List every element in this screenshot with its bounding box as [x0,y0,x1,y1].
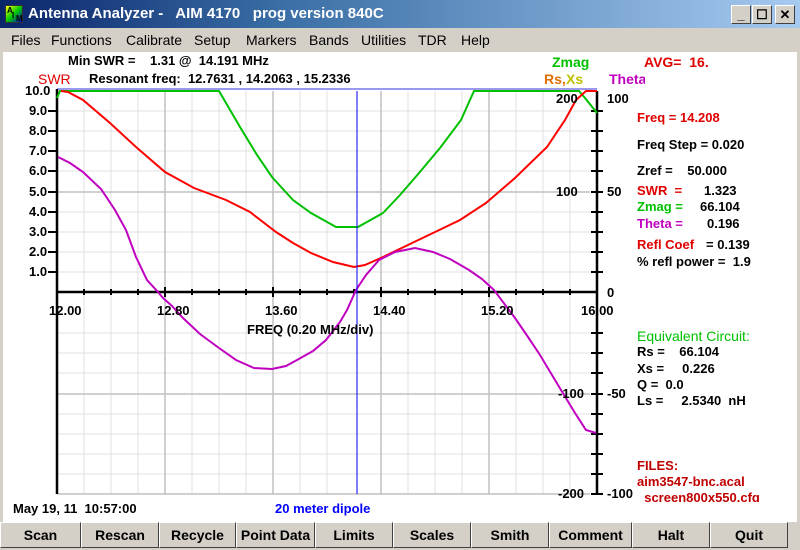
maximize-button[interactable]: ☐ [752,5,772,24]
window-title: Antenna Analyzer - AIM 4170 prog version… [28,5,384,22]
equivalent-circuit-title: Equivalent Circuit: [637,328,750,344]
scales-button[interactable]: Scales [393,522,471,548]
file-calibration: aim3547-bnc.acal [637,474,745,489]
swr-tick: 2.0 [29,244,48,259]
zmag-curve [56,90,598,228]
theta-curve [57,156,597,434]
menu-functions[interactable]: Functions [51,32,112,48]
menu-files[interactable]: Files [11,32,41,48]
swr-tick: 10.0 [25,83,51,98]
avg-label: AVG= 16. [644,54,709,70]
chart-major-grid [57,91,590,495]
swr-tick: 8.0 [29,123,48,138]
menu-bands[interactable]: Bands [309,32,349,48]
readout-swr-label: SWR = [637,183,683,198]
theta-tick: -50 [607,386,626,401]
readout-freq: Freq = 14.208 [637,110,720,125]
comment-button[interactable]: Comment [549,522,632,548]
smith-button[interactable]: Smith [471,522,549,548]
menu-help[interactable]: Help [461,32,490,48]
readout-zmag-label: Zmag = [637,199,683,214]
file-config: screen800x550.cfg [637,490,760,502]
chart-svg [48,88,603,495]
readout-swr-value: 1.323 [704,183,737,198]
readout-q: Q = 0.0 [637,377,684,392]
scan-datetime: May 19, 11 10:57:00 [13,501,137,516]
swr-axis-title: SWR [38,71,71,87]
menu-setup[interactable]: Setup [194,32,231,48]
swr-tick: 5.0 [29,184,48,199]
theta-tick: -100 [607,486,634,501]
logo-letter-m: M [16,14,23,23]
swr-tick: 4.0 [29,204,48,219]
quit-button[interactable]: Quit [710,522,788,548]
zmag-tick: -200 [558,486,585,501]
theta-tick: 0 [607,285,615,300]
theta-tick: 50 [607,184,622,199]
rescan-button[interactable]: Rescan [81,522,159,548]
x-axis-title: FREQ (0.20 MHz/div) [247,322,374,337]
scan-button[interactable]: Scan [0,522,81,548]
minimize-button[interactable]: _ [731,5,751,24]
button-bar: Scan Rescan Recycle Point Data Limits Sc… [0,522,800,550]
readout-zmag-value: 66.104 [700,199,740,214]
menu-utilities[interactable]: Utilities [361,32,407,48]
readout-ls: Ls = 2.5340 nH [637,393,746,408]
axis-ticks [48,110,603,495]
app-logo-icon: A I M [5,5,23,23]
logo-letter-a: A [7,6,13,15]
readout-rs: Rs = 66.104 [637,344,720,359]
swr-curve [60,90,597,269]
theta-tick: 100 [607,91,629,106]
scan-comment: 20 meter dipole [275,501,371,516]
limits-button[interactable]: Limits [315,522,393,548]
zmag-axis-title: Zmag [552,54,590,70]
min-swr-label: Min SWR = 1.31 @ 14.191 MHz [68,53,269,68]
zmag-tick: 100 [556,184,578,199]
freq-tick: 12.00 [49,303,82,318]
readout-refl-coef-value: = 0.139 [706,237,750,252]
readout-freq-step: Freq Step = 0.020 [637,137,745,152]
xs-axis-title: Xs [566,71,584,87]
plot-canvas[interactable]: Min SWR = 1.31 @ 14.191 MHz SWR Resonant… [3,52,797,522]
freq-tick: 12.80 [157,303,190,318]
close-button[interactable]: ✕ [775,5,795,24]
zmag-tick: 200 [556,91,578,106]
swr-tick: 6.0 [29,163,48,178]
title-bar: A I M Antenna Analyzer - AIM 4170 prog v… [0,0,800,28]
freq-tick: 13.60 [265,303,298,318]
point-data-button[interactable]: Point Data [236,522,315,548]
readout-refl-coef-label: Refl Coef [637,237,695,252]
readout-xs: Xs = 0.226 [637,361,715,376]
menu-bar: Files Functions Calibrate Setup Markers … [0,28,800,52]
halt-button[interactable]: Halt [632,522,710,548]
zmag-tick: -100 [558,386,585,401]
theta-axis-title: Theta [609,71,645,87]
swr-tick: 7.0 [29,143,48,158]
swr-tick: 3.0 [29,224,48,239]
readout-theta-label: Theta = [637,216,683,231]
readout-theta-value: 0.196 [707,216,740,231]
rs-axis-title: Rs, [544,71,566,87]
readout-refl-power: % refl power = 1.9 [637,254,751,269]
swr-tick: 1.0 [29,264,48,279]
menu-calibrate[interactable]: Calibrate [126,32,183,48]
freq-tick: 15.20 [481,303,514,318]
freq-tick: 16.00 [581,303,614,318]
resonant-freq-label: Resonant freq: 12.7631 , 14.2063 , 15.23… [89,71,351,86]
swr-tick: 9.0 [29,103,48,118]
menu-tdr[interactable]: TDR [418,32,447,48]
files-title: FILES: [637,458,679,473]
readout-zref: Zref = 50.000 [637,163,727,178]
recycle-button[interactable]: Recycle [159,522,236,548]
logo-letter-i: I [12,11,15,20]
freq-tick: 14.40 [373,303,406,318]
menu-markers[interactable]: Markers [246,32,297,48]
